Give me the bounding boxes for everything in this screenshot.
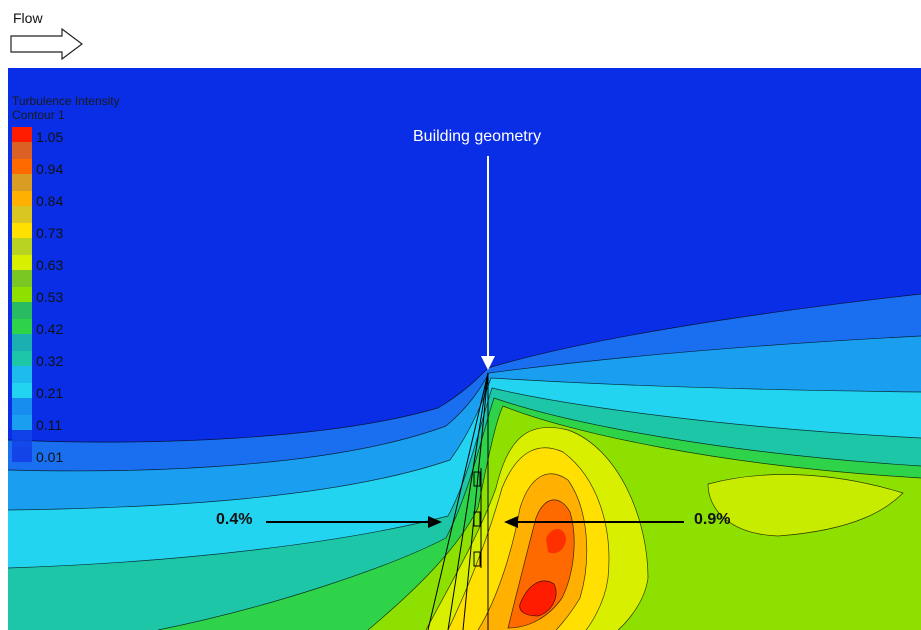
legend-tick-label: 0.11 bbox=[36, 417, 63, 433]
right-value-label: 0.9% bbox=[694, 511, 731, 528]
building-geometry-label: Building geometry bbox=[413, 128, 542, 145]
legend-swatch bbox=[12, 287, 32, 302]
legend-swatch-gap bbox=[12, 302, 32, 319]
legend-swatch-gap bbox=[12, 142, 32, 159]
left-value-label: 0.4% bbox=[216, 511, 253, 528]
flow-direction-arrow-icon bbox=[10, 28, 83, 60]
legend-colorbar bbox=[12, 127, 32, 462]
building-pointer-arrow bbox=[481, 156, 495, 370]
band-1.05-b bbox=[546, 529, 566, 554]
legend-swatch bbox=[12, 127, 32, 142]
legend-swatch bbox=[12, 223, 32, 238]
legend-swatch-gap bbox=[12, 430, 32, 447]
left-value-arrow bbox=[266, 516, 442, 528]
legend-swatch bbox=[12, 159, 32, 174]
legend-tick-label: 0.42 bbox=[36, 321, 64, 337]
legend-tick-label: 0.84 bbox=[36, 193, 64, 209]
legend-swatch bbox=[12, 319, 32, 334]
turbulence-contour-field bbox=[8, 127, 921, 630]
header-area: Flow bbox=[0, 0, 921, 68]
legend-swatch bbox=[12, 447, 32, 462]
contour-bands bbox=[8, 294, 921, 630]
legend-swatch-gap bbox=[12, 270, 32, 287]
legend-tick-label: 0.01 bbox=[36, 449, 64, 465]
legend-swatch-gap bbox=[12, 398, 32, 415]
legend-swatch-gap bbox=[12, 334, 32, 351]
legend-tick-label: 0.32 bbox=[36, 353, 64, 369]
legend-swatch bbox=[12, 191, 32, 206]
band-0.73-pocket bbox=[708, 474, 903, 536]
contour-plot: Turbulence Intensity Contour 1 1.05 0.94 0… bbox=[8, 68, 921, 630]
legend-swatch bbox=[12, 255, 32, 270]
legend-swatch bbox=[12, 383, 32, 398]
band-1.05-a bbox=[519, 580, 557, 616]
legend-tick-label: 0.21 bbox=[36, 385, 64, 401]
flow-label: Flow bbox=[13, 10, 43, 26]
legend-swatch bbox=[12, 415, 32, 430]
building-geometry bbox=[427, 372, 489, 630]
contour-lines bbox=[8, 293, 921, 630]
legend-tick-label: 1.05 bbox=[36, 129, 64, 145]
legend-swatch-gap bbox=[12, 238, 32, 255]
legend-swatch bbox=[12, 351, 32, 366]
legend-tick-label: 0.53 bbox=[36, 289, 64, 305]
legend-tick-label: 0.94 bbox=[36, 161, 64, 177]
legend-tick-label: 0.73 bbox=[36, 225, 64, 241]
legend-swatch-gap bbox=[12, 206, 32, 223]
legend-title: Turbulence Intensity bbox=[12, 94, 120, 108]
legend-subtitle: Contour 1 bbox=[12, 108, 65, 122]
legend-swatch-gap bbox=[12, 174, 32, 191]
legend-tick-label: 0.63 bbox=[36, 257, 64, 273]
legend-swatch-gap bbox=[12, 366, 32, 383]
right-value-arrow bbox=[504, 516, 684, 528]
